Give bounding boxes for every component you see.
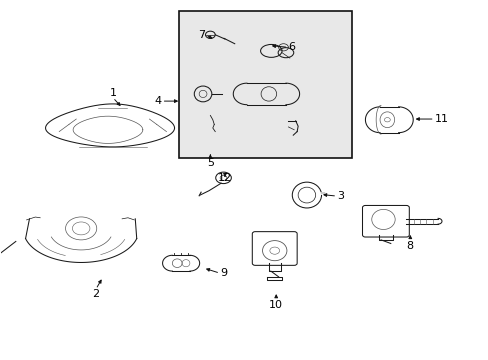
Text: 1: 1 — [109, 87, 116, 98]
Bar — [178, 12, 351, 158]
Text: 2: 2 — [92, 289, 99, 300]
Text: 8: 8 — [406, 241, 413, 251]
Text: 9: 9 — [220, 268, 227, 278]
Text: 7: 7 — [198, 30, 205, 40]
Text: 10: 10 — [269, 300, 283, 310]
Text: 6: 6 — [288, 42, 295, 52]
Text: 4: 4 — [154, 96, 161, 106]
Text: 5: 5 — [206, 158, 213, 168]
Text: 3: 3 — [336, 191, 344, 201]
Text: 11: 11 — [434, 114, 448, 124]
Text: 12: 12 — [218, 173, 232, 183]
